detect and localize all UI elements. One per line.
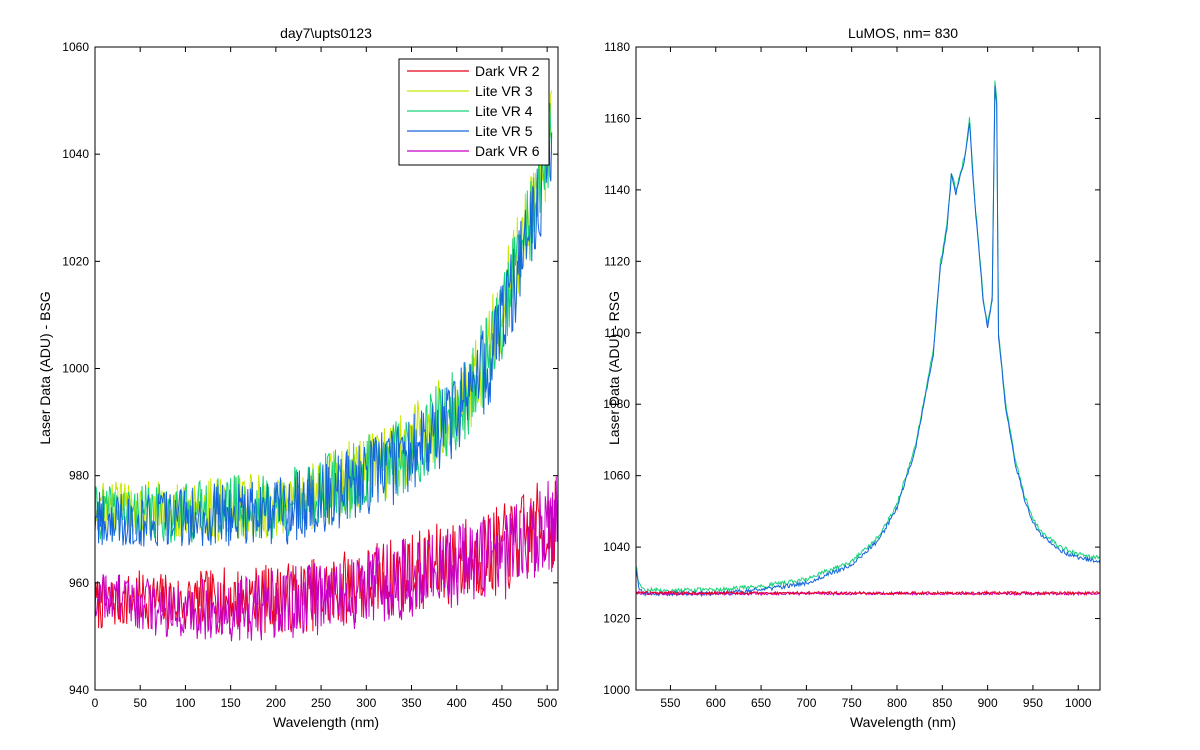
right-chart-xlabel: Wavelength (nm) [850, 714, 956, 730]
right-y-tick-label: 1040 [603, 540, 630, 554]
right-series-line-4 [636, 590, 1100, 596]
right-x-tick-label: 750 [842, 696, 862, 710]
right-x-tick-label: 650 [751, 696, 771, 710]
right-x-tick-label: 550 [660, 696, 680, 710]
right-y-tick-label: 1120 [604, 254, 630, 268]
right-series-line-1 [636, 80, 1100, 594]
right-x-tick-label: 950 [1023, 696, 1043, 710]
right-x-tick-label: 800 [887, 696, 907, 710]
left-y-tick-label: 960 [69, 576, 89, 590]
right-x-tick-label: 900 [978, 696, 998, 710]
left-series-line-4 [95, 112, 553, 547]
left-y-tick-label: 980 [69, 469, 89, 483]
right-x-tick-label: 1000 [1065, 696, 1092, 710]
right-y-tick-label: 1020 [603, 612, 630, 626]
left-legend: Dark VR 2 Lite VR 3 Lite VR 4 Lite VR 5 Dark… [398, 58, 550, 166]
left-chart-xlabel: Wavelength (nm) [273, 714, 379, 730]
left-series-line-1 [95, 480, 558, 634]
left-x-tick-label: 500 [537, 696, 557, 710]
left-chart-title: day7\upts0123 [280, 25, 372, 41]
left-series-line-5 [95, 476, 558, 642]
legend-entry: Lite VR 3 [475, 83, 533, 99]
right-y-tick-label: 1100 [604, 326, 630, 340]
right-x-tick-label: 700 [796, 696, 816, 710]
left-x-tick-label: 250 [311, 696, 331, 710]
right-y-tick-label: 1160 [604, 111, 630, 125]
left-y-tick-label: 1060 [62, 40, 89, 54]
legend-entry: Lite VR 5 [475, 123, 533, 139]
right-y-tick-label: 1180 [604, 40, 630, 54]
left-x-tick-label: 200 [266, 696, 286, 710]
left-x-tick-label: 150 [221, 696, 241, 710]
legend-entry: Dark VR 6 [475, 143, 540, 159]
left-y-tick-label: 1020 [62, 254, 89, 268]
right-plot-area [636, 47, 1100, 690]
left-x-tick-label: 50 [134, 696, 148, 710]
left-chart-ylabel: Laser Data (ADU) - BSG [37, 291, 53, 444]
right-x-tick-label: 600 [706, 696, 726, 710]
left-y-tick-label: 1000 [62, 362, 89, 376]
left-chart-panel: day7\upts0123 Wavelength (nm) Laser Data… [37, 25, 559, 730]
left-y-tick-label: 940 [69, 683, 89, 697]
right-y-tick-label: 1080 [603, 397, 630, 411]
left-x-tick-label: 0 [92, 696, 99, 710]
legend-box [398, 58, 550, 166]
right-y-tick-label: 1140 [604, 183, 630, 197]
right-axes-frame [635, 46, 1101, 691]
right-x-tick-label: 850 [932, 696, 952, 710]
left-x-tick-label: 450 [492, 696, 512, 710]
legend-entry: Lite VR 4 [475, 103, 533, 119]
left-x-tick-label: 100 [175, 696, 195, 710]
right-y-tick-label: 1000 [603, 683, 630, 697]
right-chart-ylabel: Laser Data (ADU) - RSG [606, 291, 622, 445]
right-chart-panel: LuMOS, nm= 830 Wavelength (nm) Laser Dat… [603, 25, 1101, 730]
right-y-tick-label: 1060 [603, 469, 630, 483]
left-x-tick-label: 350 [401, 696, 421, 710]
left-x-tick-label: 400 [447, 696, 467, 710]
left-x-tick-label: 300 [356, 696, 376, 710]
legend-entry: Dark VR 2 [475, 63, 540, 79]
right-chart-title: LuMOS, nm= 830 [848, 25, 958, 41]
left-y-tick-label: 1040 [62, 147, 89, 161]
